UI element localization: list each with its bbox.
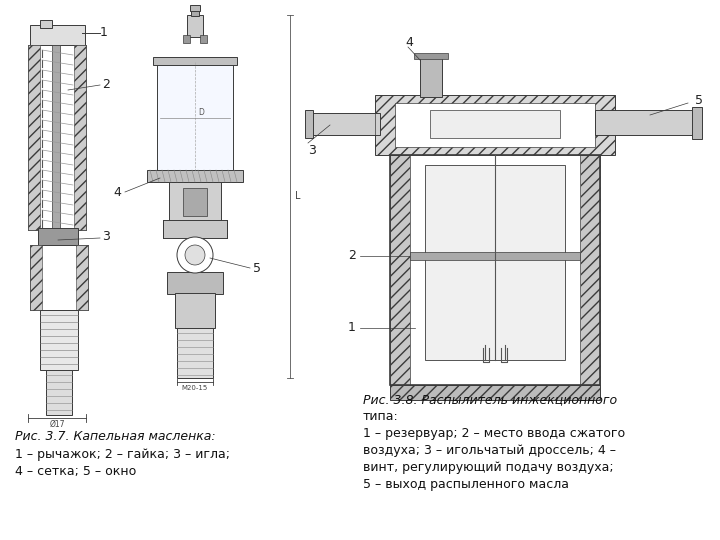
Bar [163, 220, 227, 238]
Bar [200, 35, 207, 43]
Bar [183, 188, 207, 216]
Bar [74, 45, 86, 230]
Bar [580, 155, 600, 385]
Circle shape [185, 245, 205, 265]
Bar [175, 293, 215, 328]
Bar [692, 107, 702, 139]
Bar [40, 20, 52, 28]
Text: типа:: типа: [363, 410, 399, 423]
Bar [375, 95, 615, 155]
Bar [310, 113, 380, 135]
Text: 1: 1 [348, 321, 356, 334]
Text: Рис. 3.7. Капельная масленка:: Рис. 3.7. Капельная масленка: [15, 430, 215, 443]
Bar [190, 5, 200, 11]
Bar [390, 155, 600, 385]
Text: 5: 5 [253, 261, 261, 274]
Bar [430, 110, 560, 138]
Text: D: D [198, 108, 204, 117]
Bar [157, 62, 233, 172]
Text: 1: 1 [100, 26, 108, 39]
Text: 4: 4 [113, 186, 121, 199]
Bar [28, 45, 86, 230]
Text: воздуха; 3 – игольчатый дроссель; 4 –: воздуха; 3 – игольчатый дроссель; 4 – [363, 444, 616, 457]
Bar [414, 53, 448, 59]
Bar [191, 10, 199, 16]
Bar [410, 155, 580, 385]
Bar [28, 45, 40, 230]
Circle shape [177, 237, 213, 273]
Text: 1 – рычажок; 2 – гайка; 3 – игла;: 1 – рычажок; 2 – гайка; 3 – игла; [15, 448, 230, 461]
Bar [40, 310, 78, 370]
Bar [390, 155, 410, 385]
Bar [177, 328, 213, 378]
Bar [30, 25, 85, 47]
Text: 5: 5 [695, 93, 703, 106]
Bar [410, 252, 580, 260]
Text: 1 – резервуар; 2 – место ввода сжатого: 1 – резервуар; 2 – место ввода сжатого [363, 427, 625, 440]
Bar [595, 110, 695, 135]
Bar [183, 35, 190, 43]
Bar [46, 370, 72, 415]
Bar [76, 245, 88, 310]
Text: 2: 2 [348, 249, 356, 262]
Bar [153, 57, 237, 65]
Text: Рис. 3.8. Распылитель инжекционного: Рис. 3.8. Распылитель инжекционного [363, 393, 617, 406]
Bar [395, 103, 595, 147]
Text: Ø17: Ø17 [49, 420, 65, 429]
Bar [30, 245, 88, 310]
Bar [420, 57, 442, 97]
Bar [38, 228, 78, 246]
Bar [147, 170, 243, 182]
Text: 2: 2 [102, 78, 110, 91]
Bar [425, 165, 565, 360]
Text: 4: 4 [405, 37, 413, 50]
Bar [390, 385, 600, 400]
Bar [187, 15, 203, 37]
Bar [52, 45, 60, 245]
Text: 3: 3 [308, 144, 316, 157]
Bar [169, 182, 221, 222]
Text: 4 – сетка; 5 – окно: 4 – сетка; 5 – окно [15, 465, 136, 478]
Text: 5 – выход распыленного масла: 5 – выход распыленного масла [363, 478, 569, 491]
Bar [167, 272, 223, 294]
Bar [305, 110, 313, 138]
Text: винт, регулирующий подачу воздуха;: винт, регулирующий подачу воздуха; [363, 461, 613, 474]
Bar [30, 245, 42, 310]
Text: М20-15: М20-15 [182, 385, 208, 391]
Text: 3: 3 [102, 230, 110, 242]
Text: L: L [295, 191, 300, 201]
